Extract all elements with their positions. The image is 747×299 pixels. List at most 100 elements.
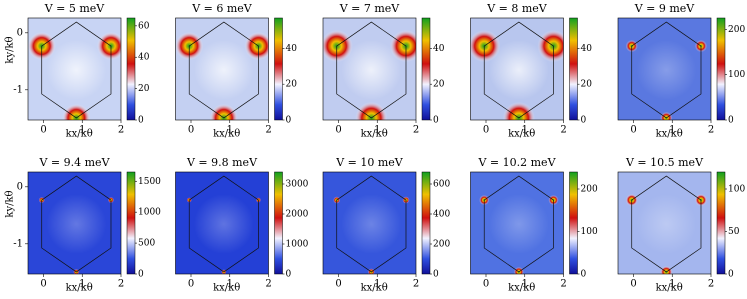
panel-frame (322, 17, 417, 121)
colorbar-tick-label: 0 (286, 270, 292, 280)
hotspot (62, 103, 91, 120)
x-tick-label: 0 (630, 279, 636, 290)
colorbar-tick-label: 0 (728, 270, 734, 280)
colorbar-tick-label: 0 (138, 116, 144, 126)
colorbar-tick-label: 1000 (286, 240, 309, 250)
hotspot (244, 32, 269, 61)
x-tick-label: 0 (483, 125, 489, 136)
x-tick-label: 0 (630, 125, 636, 136)
bz-hexagon (336, 21, 407, 119)
glow (193, 40, 254, 101)
x-tick-label: 2 (265, 125, 271, 136)
bz-hexagon (41, 21, 112, 119)
hotspot (209, 103, 238, 120)
x-tick-label: 0 (335, 279, 341, 290)
hotspot (389, 30, 416, 63)
panel-frame (175, 17, 269, 121)
colorbar-tick-label: 200 (728, 25, 745, 35)
x-tick-label: 2 (708, 125, 714, 136)
glow (341, 40, 402, 101)
hotspot (660, 111, 673, 120)
panel-title: V = 5 meV (44, 2, 106, 15)
colorbar-tick-label: 20 (286, 80, 298, 90)
x-axis-label: kx/kθ (361, 283, 388, 294)
x-tick-label: 0 (40, 125, 46, 136)
x-tick-label: 0 (188, 125, 194, 136)
heatmap (175, 172, 269, 274)
x-tick-label: 1 (522, 279, 528, 290)
heatmap (175, 18, 269, 120)
glow (488, 40, 549, 101)
x-tick-label: 1 (522, 125, 528, 136)
colorbar-tick-label: 400 (433, 210, 450, 220)
panel-frame (27, 171, 122, 275)
x-axis-label: kx/kθ (656, 129, 683, 140)
x-axis-label: kx/kθ (656, 283, 683, 294)
hotspot (470, 30, 501, 63)
x-axis-label: kx/kθ (66, 283, 93, 294)
x-tick-label: 1 (79, 279, 85, 290)
colorbar-tick-label: 0 (581, 270, 587, 280)
hotspot (73, 268, 80, 274)
heatmap (618, 18, 711, 120)
x-tick-label: 1 (669, 279, 675, 290)
x-tick-label: 0 (40, 279, 46, 290)
x-tick-label: 1 (227, 125, 233, 136)
colorbar-tick-label: 40 (433, 44, 445, 54)
x-axis-label: kx/kθ (361, 129, 388, 140)
y-axis-label: ky/kθ (5, 36, 16, 63)
heatmap (28, 172, 121, 274)
heatmap (470, 172, 564, 274)
x-tick-label: 1 (374, 125, 380, 136)
hotspot (513, 266, 524, 274)
x-axis-label: kx/kθ (508, 129, 535, 140)
colorbar-tick-label: 0 (138, 270, 144, 280)
colorbar-tick-label: 60 (138, 21, 150, 31)
bz-hexagon (631, 175, 702, 273)
panel-frame (617, 171, 712, 275)
bz-hexagon (41, 175, 112, 273)
colorbar-tick-label: 200 (433, 240, 450, 250)
bz-hexagon (631, 21, 702, 119)
hotspot (323, 30, 353, 63)
y-axis-label: ky/kθ (5, 190, 16, 217)
colorbar-tick-label: 500 (138, 239, 155, 249)
x-tick-label: 2 (118, 125, 124, 136)
glow (341, 194, 402, 255)
colorbar (569, 171, 578, 275)
heatmap (618, 172, 711, 274)
x-tick-label: 2 (560, 125, 566, 136)
colorbar-tick-label: 0 (728, 116, 734, 126)
colorbar-tick-label: 100 (728, 185, 745, 195)
x-tick-label: 1 (374, 279, 380, 290)
panel-title: V = 7 meV (339, 2, 401, 15)
panel-title: V = 10 meV (335, 156, 404, 169)
heatmap (323, 18, 416, 120)
colorbar-tick-label: 0 (581, 116, 587, 126)
x-tick-label: 2 (413, 125, 419, 136)
colorbar-tick-label: 100 (581, 227, 598, 237)
colorbar-tick-label: 3000 (286, 180, 309, 190)
hotspot (96, 32, 121, 61)
colorbar (274, 17, 283, 121)
hotspot (355, 101, 388, 120)
hotspot (660, 265, 673, 274)
glow (193, 194, 254, 255)
panel-title: V = 10.2 meV (477, 156, 556, 169)
bz-hexagon (483, 175, 554, 273)
colorbar-tick-label: 0 (433, 270, 439, 280)
hotspot (537, 30, 564, 63)
x-tick-label: 0 (188, 279, 194, 290)
panel-title: V = 9.8 meV (186, 156, 258, 169)
glow (488, 194, 549, 255)
x-tick-label: 0 (335, 125, 341, 136)
glow (636, 194, 697, 255)
x-tick-label: 2 (413, 279, 419, 290)
colorbar-tick-label: 40 (286, 44, 298, 54)
x-tick-label: 0 (483, 279, 489, 290)
glow (636, 40, 697, 101)
colorbar-tick-label: 0 (286, 116, 292, 126)
colorbar-tick-label: 1500 (138, 177, 161, 187)
panel-title: V = 6 meV (191, 2, 253, 15)
x-axis-label: kx/kθ (66, 129, 93, 140)
